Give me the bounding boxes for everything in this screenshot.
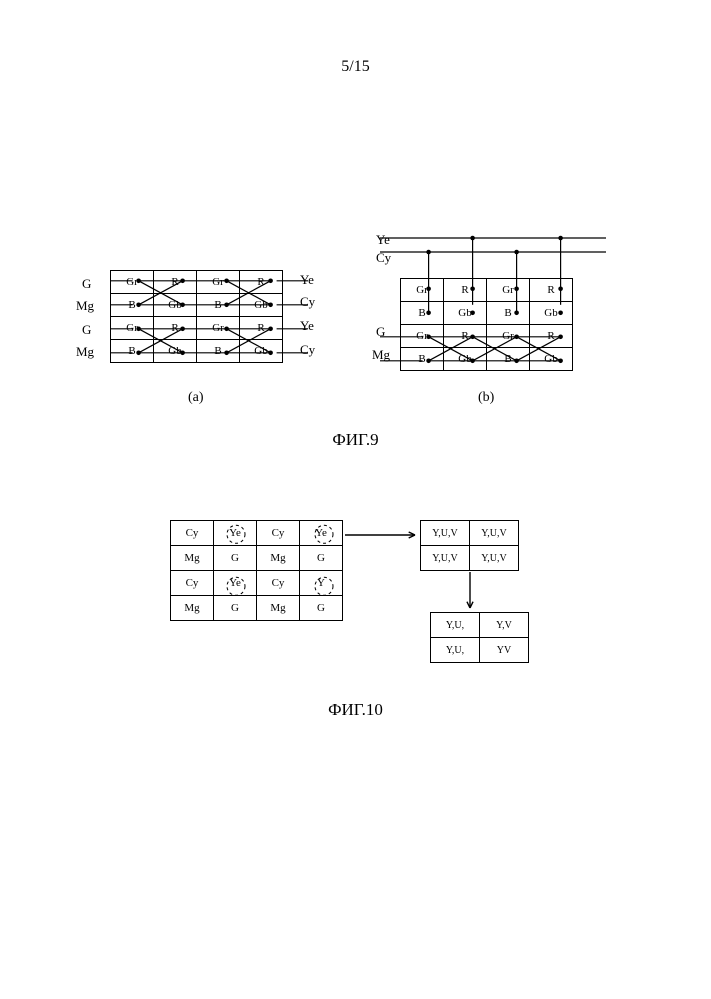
cell: Ye [214,521,257,546]
fig9a-label-right-1: Cy [300,294,315,310]
fig10-right2-grid: Y,U,Y,VY,U,YV [430,612,529,663]
cell: B [111,340,154,363]
cell: YV [480,638,529,663]
fig10-left-grid: CyYeCyYeMgGMgGCyYeCyYMgGMgG [170,520,343,621]
cell: Gr [197,271,240,294]
fig10-right1: Y,U,VY,U,VY,U,VY,U,V [420,520,519,571]
cell: Gr [401,279,444,302]
cell: R [530,325,573,348]
fig9a-label-left-1: Mg [76,298,94,314]
fig10-right2: Y,U,Y,VY,U,YV [430,612,529,663]
cell: Cy [257,521,300,546]
fig9b-label-left-1: Mg [372,347,390,363]
fig9a: GrRGrRBGbBGbGrRGrRBGbBGb [110,270,283,363]
cell: R [240,271,283,294]
cell: Y,U, [431,613,480,638]
fig9b: GrRGrRBGbBGbGrRGrRBGbBGb [400,260,573,371]
fig9b-label-left-0: G [376,324,385,340]
cell: B [487,302,530,325]
fig9a-label-right-2: Ye [300,318,314,334]
fig9-sub-b: (b) [478,390,494,406]
page-number: 5/15 [341,58,369,76]
cell: B [401,348,444,371]
fig10-arrows [0,510,711,730]
fig9a-grid: GrRGrRBGbBGbGrRGrRBGbBGb [110,270,283,363]
cell: R [530,279,573,302]
cell: G [214,546,257,571]
cell: B [197,340,240,363]
cell: G [214,596,257,621]
fig9b-label-top-cy: Cy [376,250,391,266]
cell: B [111,294,154,317]
cell: Mg [171,596,214,621]
fig9a-label-right-0: Ye [300,272,314,288]
cell: Cy [171,571,214,596]
cell: Y,U,V [470,546,519,571]
cell: Gb [530,302,573,325]
cell: Ye [300,521,343,546]
fig10-left: CyYeCyYeMgGMgGCyYeCyYMgGMgG [170,520,343,621]
page: 5/15 GrRGrRBGbBGbGrRGrRBGbBGb GrRGrRBGbB… [0,0,711,999]
cell: G [300,546,343,571]
cell: Gr [111,317,154,340]
cell: Gb [444,302,487,325]
cell: Mg [257,596,300,621]
cell: B [401,302,444,325]
fig9b-grid: GrRGrRBGbBGbGrRGrRBGbBGb [400,278,573,371]
cell: Y,U,V [421,521,470,546]
cell: R [154,317,197,340]
cell: Y,U,V [421,546,470,571]
cell: R [444,325,487,348]
fig9a-label-left-2: G [82,322,91,338]
fig9a-label-left-0: G [82,276,91,292]
cell: Gr [487,279,530,302]
cell: Cy [171,521,214,546]
cell: Ye [214,571,257,596]
cell: R [240,317,283,340]
cell: Gb [530,348,573,371]
fig9a-label-right-3: Cy [300,342,315,358]
cell: R [444,279,487,302]
cell: Y,U, [431,638,480,663]
cell: Y [300,571,343,596]
cell: Gr [197,317,240,340]
cell: Gb [444,348,487,371]
fig9-sub-a: (a) [188,390,204,406]
cell: B [487,348,530,371]
cell: Gb [154,294,197,317]
cell: R [154,271,197,294]
cell: Cy [257,571,300,596]
cell: G [300,596,343,621]
cell: Mg [257,546,300,571]
fig10-right1-grid: Y,U,VY,U,VY,U,VY,U,V [420,520,519,571]
cell: Gb [240,340,283,363]
cell: Gr [111,271,154,294]
fig9b-label-top-ye: Ye [376,232,390,248]
cell: Y,U,V [470,521,519,546]
fig9-caption: ФИГ.9 [0,430,711,450]
cell: Gb [154,340,197,363]
cell: B [197,294,240,317]
fig10-caption: ФИГ.10 [0,700,711,720]
cell: Gr [401,325,444,348]
cell: Mg [171,546,214,571]
fig9a-label-left-3: Mg [76,344,94,360]
cell: Y,V [480,613,529,638]
cell: Gr [487,325,530,348]
cell: Gb [240,294,283,317]
